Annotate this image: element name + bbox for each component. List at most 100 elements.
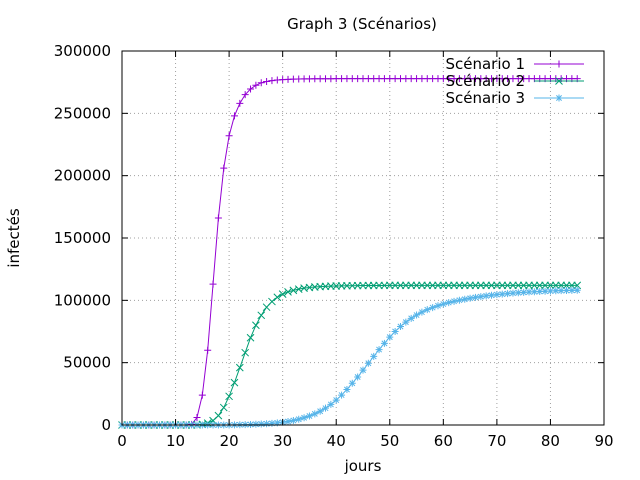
series-3-point	[364, 359, 372, 367]
series-3-point	[466, 294, 474, 302]
series-3-point	[268, 419, 276, 427]
y-tick-label: 0	[101, 416, 111, 434]
series-3-point	[391, 328, 399, 335]
series-3-point	[338, 391, 346, 399]
series-2-point	[219, 403, 228, 412]
series-1	[118, 75, 581, 429]
series-1-point	[214, 214, 222, 222]
x-tick-label: 0	[117, 432, 127, 450]
series-3-point	[434, 302, 442, 310]
series-3-point	[536, 287, 544, 295]
series-3-point	[504, 290, 512, 298]
series-3-point	[471, 293, 479, 301]
series-2-point	[235, 363, 244, 372]
x-tick-label: 50	[380, 432, 399, 450]
series-2-point	[273, 293, 282, 302]
series-3-point	[541, 287, 549, 295]
series-2-point	[252, 321, 260, 330]
series-3-point	[573, 286, 581, 294]
series-2-point	[289, 286, 298, 295]
series-3-point	[348, 379, 356, 387]
series-2-point	[246, 333, 255, 342]
series-3-point	[396, 323, 404, 331]
series-3-point	[498, 290, 506, 298]
series-3-point	[445, 299, 453, 307]
series-3-point	[429, 304, 437, 312]
series-2-point	[278, 290, 287, 298]
series-2	[118, 281, 582, 429]
y-axis-label: infectés	[5, 208, 23, 268]
y-tick-label: 200000	[54, 167, 111, 185]
series-3-point	[488, 291, 496, 299]
series-3-point	[439, 300, 447, 308]
series-3-legend-marker	[555, 94, 563, 102]
series-2-point	[268, 297, 276, 306]
x-axis-label: jours	[344, 457, 382, 475]
series-1-point	[241, 91, 249, 99]
series-3-point	[450, 297, 458, 305]
series-3-point	[332, 396, 340, 404]
series-3-point	[413, 311, 421, 319]
series-2-point	[230, 378, 239, 387]
series-3-line	[122, 289, 578, 426]
y-tick-label: 250000	[54, 104, 111, 122]
series-3-point	[380, 339, 388, 347]
series-3-point	[327, 400, 335, 408]
series-1-point	[236, 99, 244, 107]
x-tick-label: 60	[434, 432, 453, 450]
y-tick-label: 150000	[54, 229, 111, 247]
series-3-point	[370, 352, 378, 360]
series-3-point	[568, 286, 576, 294]
series-2-point	[257, 311, 266, 320]
series-3-point	[322, 404, 330, 412]
series-3-point	[509, 289, 517, 297]
series-2-point	[214, 411, 223, 420]
series-3-point	[311, 410, 319, 418]
series-1-point	[225, 132, 233, 140]
series-1-point	[204, 346, 212, 354]
series-3-point	[402, 318, 410, 326]
series-3-point	[284, 418, 292, 426]
series-3-point	[316, 407, 324, 415]
series-3-point	[252, 420, 260, 428]
series-2-point	[225, 392, 233, 401]
series-3-point	[477, 293, 485, 301]
series-3-point	[423, 306, 431, 314]
series-3-point	[461, 295, 469, 303]
series-3-point	[482, 292, 490, 300]
series-3-point	[520, 288, 528, 296]
series-3-point	[263, 420, 271, 428]
x-tick-label: 80	[541, 432, 560, 450]
series-3-point	[359, 366, 367, 374]
y-tick-label: 300000	[54, 42, 111, 60]
series-3-point	[289, 417, 297, 425]
x-tick-label: 20	[220, 432, 239, 450]
y-tick-label: 50000	[63, 354, 111, 372]
series-3-point	[305, 412, 313, 420]
series-1-point	[193, 414, 201, 422]
series-3-point	[343, 385, 351, 393]
series-2-legend-label: Scénario 2	[445, 72, 525, 90]
series-layer	[118, 75, 582, 429]
series-1-legend-label: Scénario 1	[445, 55, 525, 73]
series-3-point	[557, 287, 565, 295]
series-3-point	[530, 288, 538, 296]
x-tick-label: 10	[166, 432, 185, 450]
x-tick-label: 40	[327, 432, 346, 450]
ticks: 0 10 20 30 40 50 60 70 80 90 0 50000 100000 150000 200…	[54, 42, 614, 450]
series-2-legend-marker	[555, 77, 563, 85]
series-3-point	[563, 286, 571, 294]
series-3	[118, 286, 581, 429]
chart-title: Graph 3 (Scénarios)	[287, 15, 437, 33]
series-3-point	[418, 308, 426, 316]
series-1-point	[252, 81, 260, 89]
series-1-point	[247, 85, 255, 93]
x-tick-label: 90	[594, 432, 613, 450]
series-3-point	[525, 288, 533, 296]
series-3-point	[493, 291, 501, 299]
series-3-point	[300, 414, 308, 422]
series-3-point	[273, 419, 281, 427]
series-2-point	[284, 288, 292, 296]
